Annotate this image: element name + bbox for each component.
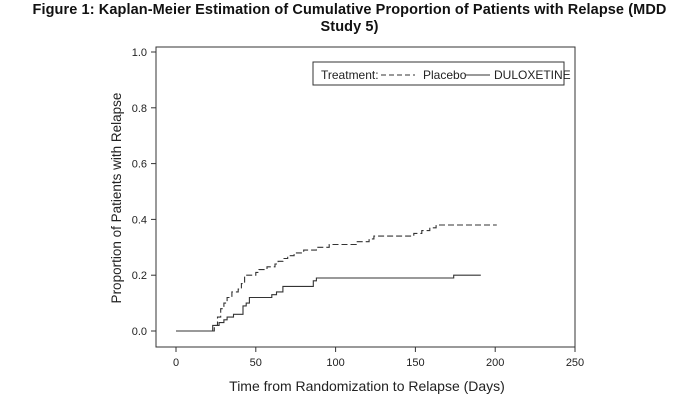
legend-label-placebo: Placebo [423, 68, 467, 82]
legend-prefix: Treatment: [321, 68, 379, 82]
x-tick-label: 250 [566, 357, 584, 369]
y-tick-label: 0.8 [132, 103, 147, 115]
y-tick-label: 0.2 [132, 270, 147, 282]
legend-label-duloxetine: DULOXETINE [494, 68, 571, 82]
series-layer [176, 224, 497, 332]
y-tick-label: 0.0 [132, 326, 147, 338]
series-line-duloxetine [176, 274, 481, 332]
y-tick-label: 0.4 [132, 214, 147, 226]
x-tick-label: 0 [173, 357, 179, 369]
x-tick-label: 150 [406, 357, 424, 369]
x-tick-label: 100 [326, 357, 344, 369]
chart-title-line-1: Figure 1: Kaplan-Meier Estimation of Cum… [32, 2, 667, 18]
x-tick-label: 200 [486, 357, 504, 369]
chart-title-line-2: Study 5) [320, 19, 379, 35]
y-axis-label: Proportion of Patients with Relapse [109, 93, 124, 304]
chart-title: Figure 1: Kaplan-Meier Estimation of Cum… [0, 2, 699, 36]
plot-frame [155, 46, 576, 348]
legend-box [312, 61, 565, 86]
x-axis-ticks: 0 50 100 150 200 250 [173, 347, 584, 369]
series-line-placebo [176, 224, 497, 332]
x-tick-label: 50 [250, 357, 262, 369]
y-tick-label: 1.0 [132, 47, 147, 59]
legend: Treatment: Placebo DULOXETINE [312, 61, 571, 86]
y-axis-ticks: 0.0 0.2 0.4 0.6 0.8 1.0 [132, 47, 156, 338]
x-axis-label: Time from Randomization to Relapse (Days… [229, 378, 505, 394]
y-tick-label: 0.6 [132, 159, 147, 171]
